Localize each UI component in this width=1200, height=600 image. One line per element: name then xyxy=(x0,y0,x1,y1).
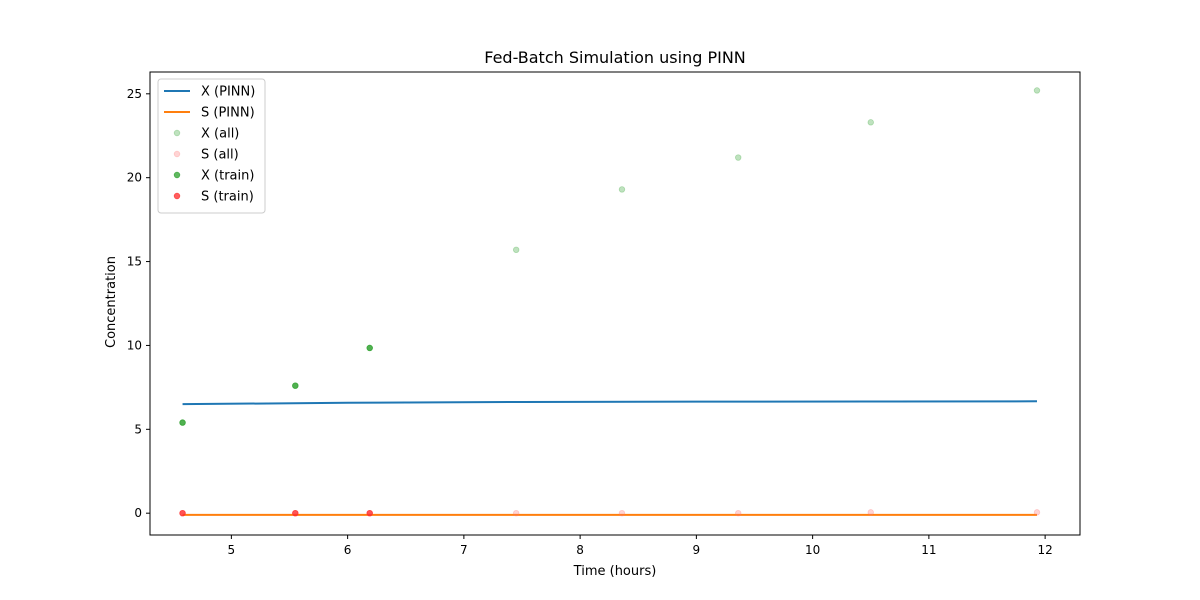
legend-label: X (PINN) xyxy=(201,85,255,100)
y-tick-label: 20 xyxy=(127,171,142,185)
data-point xyxy=(292,509,299,517)
x-tick-label: 8 xyxy=(576,543,584,557)
y-tick-label: 25 xyxy=(127,87,142,101)
y-axis-title: Concentration xyxy=(104,256,119,348)
plot-area: 5 6 7 8 9 10 11 12 0 5 10 15 20 25 xyxy=(127,71,1081,557)
data-point xyxy=(618,186,626,193)
data-point xyxy=(735,154,742,161)
legend-marker-swatch xyxy=(173,192,181,200)
x-tick-label: 5 xyxy=(228,543,236,557)
x-tick-label: 7 xyxy=(460,543,468,557)
legend-label: S (train) xyxy=(201,190,254,205)
data-point xyxy=(867,119,874,126)
x-tick-label: 12 xyxy=(1037,543,1052,557)
data-point xyxy=(292,382,299,389)
data-point xyxy=(735,509,742,517)
x-tick-label: 9 xyxy=(693,543,701,557)
data-point xyxy=(512,246,520,254)
legend-marker-swatch xyxy=(173,171,181,179)
data-point xyxy=(512,509,520,517)
data-point xyxy=(179,419,186,426)
data-point xyxy=(1033,87,1041,94)
y-tick-label: 0 xyxy=(134,506,142,520)
legend-label: X (train) xyxy=(201,169,254,184)
y-tick-label: 15 xyxy=(127,255,142,269)
legend: X (PINN) S (PINN) X (all) S (all) X (train) S… xyxy=(157,78,266,214)
y-tick-label: 10 xyxy=(127,338,142,352)
data-point xyxy=(1033,509,1041,516)
x-tick-label: 11 xyxy=(921,543,936,557)
x-axis-title: Time (hours) xyxy=(573,564,657,579)
x-tick-label: 6 xyxy=(344,543,352,557)
y-tick-label: 5 xyxy=(134,422,142,436)
data-point xyxy=(179,509,186,517)
data-point xyxy=(618,509,626,517)
data-point xyxy=(366,344,373,352)
legend-label: X (all) xyxy=(201,127,239,142)
plot-frame xyxy=(149,71,1081,536)
legend-label: S (all) xyxy=(201,148,239,163)
chart-title: Fed-Batch Simulation using PINN xyxy=(484,48,746,67)
legend-label: S (PINN) xyxy=(201,106,255,121)
legend-marker-swatch xyxy=(173,129,181,137)
x-tick-label: 10 xyxy=(805,543,820,557)
series-line-0 xyxy=(182,400,1037,406)
data-point xyxy=(366,509,373,517)
legend-marker-swatch xyxy=(173,150,181,158)
data-point xyxy=(867,509,874,516)
